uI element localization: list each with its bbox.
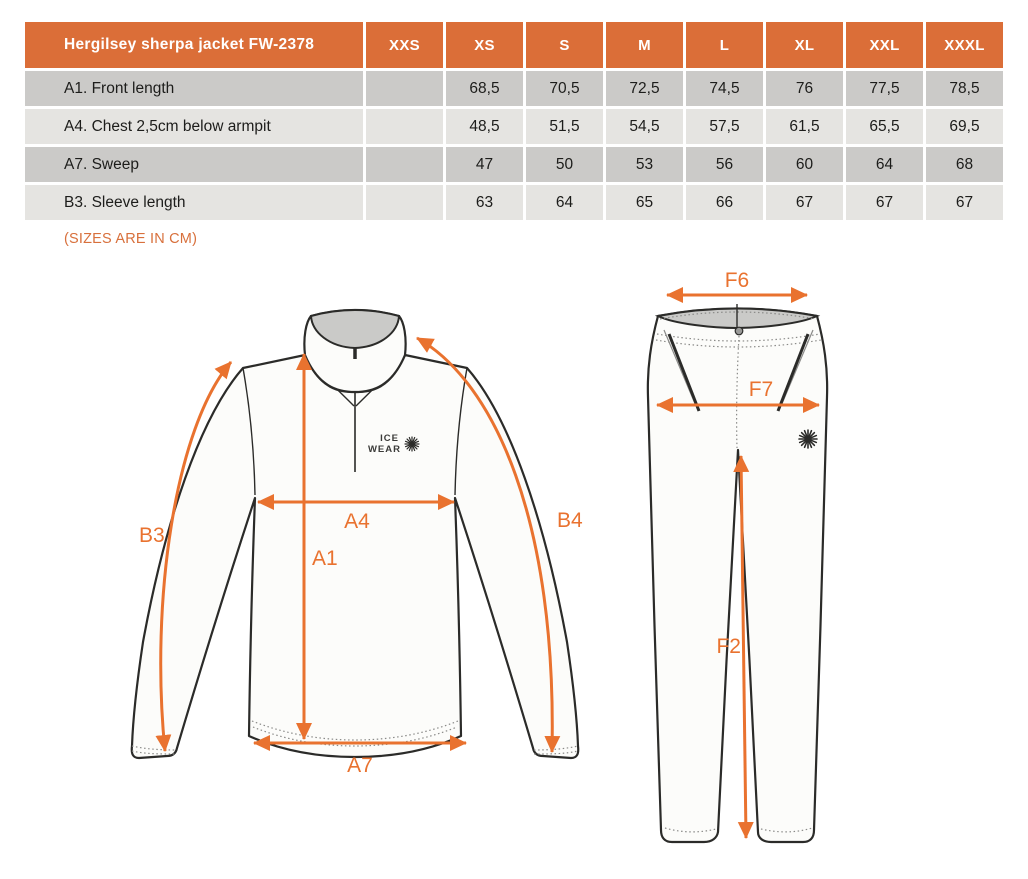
size-value-xs: 68,5 [446, 71, 523, 106]
logo-text-line1: ICE [380, 433, 399, 444]
size-value-s: 50 [526, 147, 603, 182]
pants-outline [646, 307, 829, 844]
size-header-xxs: XXS [366, 22, 443, 68]
size-table: Hergilsey sherpa jacket FW-2378 XXS XS S M L X… [25, 22, 1003, 220]
measure-row-label: A1. Front length [25, 71, 363, 106]
size-value-xxs [366, 109, 443, 144]
jacket-diagram: ICE WEAR A4 A1 A7 B3 B4 [130, 308, 583, 777]
size-value-xs: 63 [446, 185, 523, 220]
measure-label-a1: A1 [312, 547, 338, 570]
arrow-b3 [155, 361, 233, 752]
size-value-l: 74,5 [686, 71, 763, 106]
snowflake-icon [404, 436, 420, 452]
measure-row-label: B3. Sleeve length [25, 185, 363, 220]
size-value-s: 70,5 [526, 71, 603, 106]
size-value-xxs [366, 185, 443, 220]
pant-hem-stitch-right [760, 827, 813, 833]
jacket-collar-inner [309, 309, 401, 350]
arrow-b4 [416, 336, 561, 753]
sizes-note: (SIZES ARE IN CM) [64, 231, 198, 247]
measure-label-a7: A7 [347, 754, 373, 777]
size-value-xs: 48,5 [446, 109, 523, 144]
size-value-xxl: 67 [846, 185, 923, 220]
measure-row-label: A7. Sweep [25, 147, 363, 182]
size-value-xl: 60 [766, 147, 843, 182]
size-header-l: L [686, 22, 763, 68]
size-value-xs: 47 [446, 147, 523, 182]
icewear-logo: ICE WEAR [368, 433, 420, 455]
size-header-xs: XS [446, 22, 523, 68]
logo-text-line2: WEAR [368, 444, 401, 455]
size-value-xxl: 64 [846, 147, 923, 182]
size-value-xxxl: 78,5 [926, 71, 1003, 106]
measure-label-b3: B3 [139, 524, 165, 547]
measure-label-f6: F6 [725, 269, 750, 292]
size-value-m: 53 [606, 147, 683, 182]
size-value-l: 56 [686, 147, 763, 182]
size-value-m: 72,5 [606, 71, 683, 106]
size-value-xxxl: 69,5 [926, 109, 1003, 144]
size-value-l: 66 [686, 185, 763, 220]
size-header-m: M [606, 22, 683, 68]
size-value-xxxl: 67 [926, 185, 1003, 220]
size-value-xl: 61,5 [766, 109, 843, 144]
pant-hem-stitch-left [664, 827, 717, 833]
size-value-l: 57,5 [686, 109, 763, 144]
measure-row-label: A4. Chest 2,5cm below armpit [25, 109, 363, 144]
measure-label-b4: B4 [557, 509, 583, 532]
size-value-m: 65 [606, 185, 683, 220]
snowflake-icon [798, 429, 818, 449]
size-value-m: 54,5 [606, 109, 683, 144]
arrow-f2 [733, 455, 754, 839]
size-header-xxl: XXL [846, 22, 923, 68]
pants-diagram: F6 F7 F2 [646, 269, 829, 844]
size-value-xl: 67 [766, 185, 843, 220]
jacket-armhole-seam-left [242, 367, 256, 496]
size-header-xl: XL [766, 22, 843, 68]
size-value-xxl: 65,5 [846, 109, 923, 144]
size-header-s: S [526, 22, 603, 68]
measure-label-a4: A4 [344, 510, 370, 533]
waistband-stitch-bottom [655, 333, 822, 348]
size-value-xxxl: 68 [926, 147, 1003, 182]
cuff-stitch-left [131, 745, 177, 755]
size-value-xxs [366, 147, 443, 182]
size-value-s: 64 [526, 185, 603, 220]
size-value-xl: 76 [766, 71, 843, 106]
measure-label-f2: F2 [716, 635, 741, 658]
size-header-xxxl: XXXL [926, 22, 1003, 68]
product-title-header: Hergilsey sherpa jacket FW-2378 [25, 22, 363, 68]
size-value-xxl: 77,5 [846, 71, 923, 106]
size-value-s: 51,5 [526, 109, 603, 144]
measure-label-f7: F7 [749, 378, 774, 401]
waist-button [734, 326, 744, 336]
size-value-xxs [366, 71, 443, 106]
